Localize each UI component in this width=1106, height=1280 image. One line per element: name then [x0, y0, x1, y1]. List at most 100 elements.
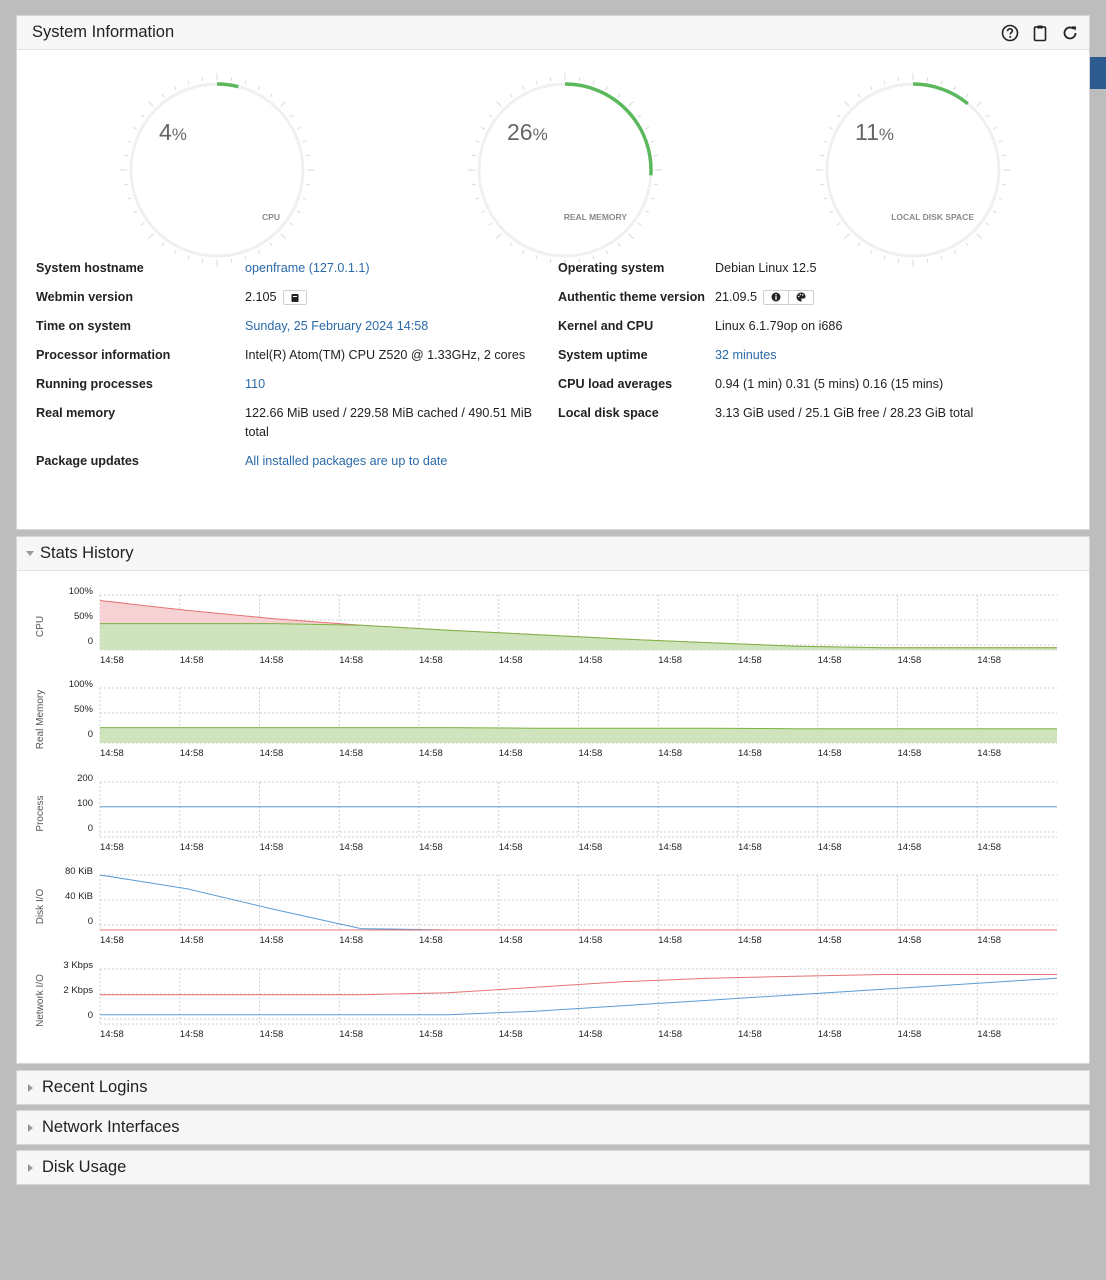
memory-gauge-value: 26	[507, 119, 533, 145]
gauge-tick	[230, 258, 233, 263]
chart-xtick: 14:58	[339, 748, 363, 759]
gauge-tick	[605, 249, 609, 254]
changelog-button[interactable]	[282, 290, 307, 306]
help-icon[interactable]	[1001, 24, 1019, 42]
chart-xtick: 14:58	[977, 655, 1001, 666]
system-time-link[interactable]: Sunday, 25 February 2024 14:58	[245, 319, 429, 333]
chart-ytick: 50%	[74, 704, 94, 715]
gauge-tick	[280, 101, 286, 107]
gauge-tick	[535, 80, 538, 85]
gauge-arc	[564, 82, 653, 176]
chart-xtick: 14:58	[579, 1029, 603, 1040]
gauge-tick	[244, 80, 247, 85]
running-processes-link[interactable]: 110	[245, 377, 266, 391]
side-panel-tab[interactable]	[1088, 57, 1106, 89]
gauge-tick	[488, 222, 493, 226]
cpu-gauge-label: CPU	[262, 212, 280, 222]
refresh-icon[interactable]	[1061, 24, 1079, 42]
chart-xtick: 14:58	[100, 842, 124, 853]
gauge-tick	[305, 183, 310, 186]
gauge-tick	[296, 210, 301, 214]
chart-xtick: 14:58	[100, 935, 124, 946]
gauge-tick	[549, 77, 552, 82]
gauge-tick	[257, 86, 261, 91]
theme-palette-button[interactable]	[789, 291, 813, 304]
panel-title: Network Interfaces	[42, 1118, 180, 1136]
memory-gauge-unit: %	[532, 125, 548, 144]
chart-xtick: 14:58	[977, 1029, 1001, 1040]
chart-xtick: 14:58	[579, 655, 603, 666]
gauge-tick	[897, 258, 900, 263]
memory-gauge: 26% REAL MEMORY	[465, 70, 665, 290]
chart-xtick: 14:58	[738, 748, 762, 759]
real-memory-value-wrap: total	[245, 425, 269, 439]
chart-xtick: 14:58	[339, 1029, 363, 1040]
clipboard-icon[interactable]	[1031, 24, 1049, 42]
hostname-link[interactable]: openframe (127.0.1.1)	[245, 261, 370, 275]
chart-xtick: 14:58	[977, 935, 1001, 946]
gauge-tick	[124, 154, 129, 157]
chart-xtick: 14:58	[738, 1029, 762, 1040]
chart-ytick: 0	[88, 729, 93, 740]
gauge-tick	[578, 258, 581, 263]
gauge-tick	[269, 93, 273, 98]
chart-process: Process 200 100 0 14:58 14:58 14:58 14:58 14:58 1…	[35, 773, 1057, 853]
network-interfaces-header[interactable]: Network Interfaces	[17, 1111, 1089, 1144]
gauge-tick	[829, 210, 834, 214]
recent-logins-header[interactable]: Recent Logins	[17, 1071, 1089, 1104]
gauge-tick	[244, 255, 247, 260]
processor-value: Intel(R) Atom(TM) CPU Z520 @ 1.33GHz, 2 …	[245, 348, 526, 362]
chart-xtick: 14:58	[499, 655, 523, 666]
book-icon	[291, 294, 299, 303]
stats-history-header[interactable]: Stats History	[17, 537, 1089, 571]
disk-usage-panel: Disk Usage	[16, 1150, 1090, 1185]
chart-xtick: 14:58	[898, 1029, 922, 1040]
gauge-tick	[998, 197, 1003, 200]
chart-xtick: 14:58	[579, 935, 603, 946]
gauge-tick	[617, 242, 621, 247]
uptime-link[interactable]: 32 minutes	[715, 348, 777, 362]
gauge-tick	[823, 140, 828, 143]
gauge-tick	[148, 233, 154, 239]
chart-xtick: 14:58	[260, 1029, 284, 1040]
chart-xtick: 14:58	[100, 748, 124, 759]
series-area	[100, 623, 1057, 650]
disk-usage-header[interactable]: Disk Usage	[17, 1151, 1089, 1184]
gauge-tick	[472, 154, 477, 157]
package-updates-link[interactable]: All installed packages are up to date	[245, 454, 448, 468]
info-icon	[771, 292, 781, 302]
gauge-tick	[897, 77, 900, 82]
gauge-tick	[637, 114, 642, 118]
chart-xtick: 14:58	[977, 748, 1001, 759]
chart-xtick: 14:58	[579, 842, 603, 853]
gauge-tick	[305, 154, 310, 157]
caret-right-icon	[28, 1123, 33, 1132]
system-information-header: System Information	[17, 16, 1089, 50]
gauge-tick	[592, 80, 595, 85]
chart-ylabel: Real Memory	[35, 690, 46, 749]
panel-title: Disk Usage	[42, 1158, 127, 1176]
gauge-track	[825, 82, 1001, 258]
gauge-tick	[230, 77, 233, 82]
gauge-tick	[127, 140, 132, 143]
chart-ytick: 0	[88, 636, 93, 647]
disk-gauge: 11% LOCAL DISK SPACE	[813, 70, 1013, 290]
gauge-tick	[472, 183, 477, 186]
gauge-tick	[940, 255, 943, 260]
theme-info-button[interactable]	[764, 291, 790, 305]
chart-xtick: 14:58	[339, 842, 363, 853]
gauge-tick	[953, 249, 957, 254]
memory-gauge-dial	[468, 73, 662, 267]
chart-xtick: 14:58	[180, 842, 204, 853]
gauge-tick	[592, 255, 595, 260]
gauge-tick	[857, 93, 861, 98]
chart-xtick: 14:58	[100, 655, 124, 666]
gauge-tick	[965, 93, 969, 98]
chart-xtick: 14:58	[180, 935, 204, 946]
chart-xtick: 14:58	[658, 655, 682, 666]
chart-xtick: 14:58	[658, 1029, 682, 1040]
gauge-tick	[644, 210, 649, 214]
chart-xtick: 14:58	[260, 935, 284, 946]
stats-history-panel: Stats History CPU 100% 50% 0 14:58 14:58 14:58…	[16, 536, 1090, 1064]
gauge-tick	[549, 258, 552, 263]
